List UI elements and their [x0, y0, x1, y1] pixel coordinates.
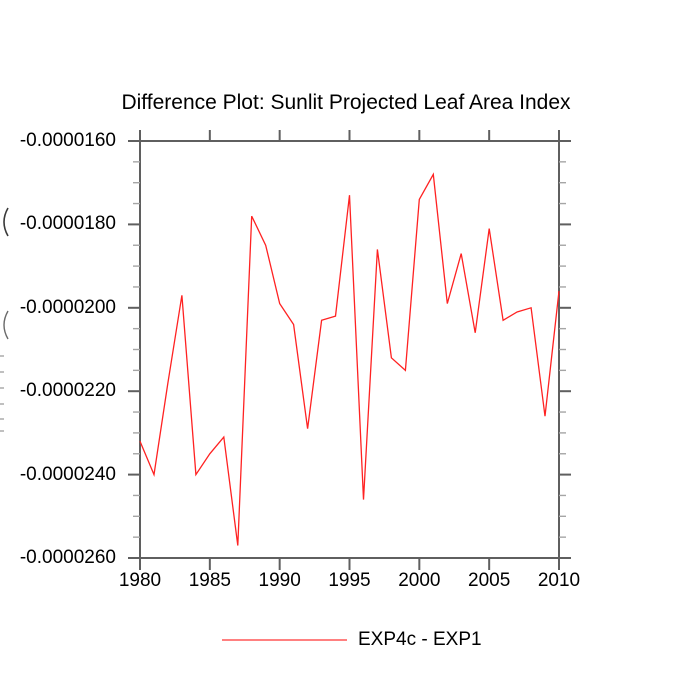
- series-line-exp4c-minus-exp1: [139, 172, 560, 546]
- legend-line-sample: [222, 639, 347, 641]
- y-tick-label: -0.0000260: [19, 547, 116, 568]
- clipped-y-axis-title-fragment: [0, 207, 9, 432]
- x-tick-label: 1990: [258, 570, 301, 591]
- clipped-glyph-fragment: [3, 310, 9, 340]
- x-tick-label: 1980: [118, 570, 162, 591]
- y-tick-label: -0.0000200: [19, 296, 116, 318]
- y-tick-label: -0.0000180: [19, 213, 116, 235]
- x-tick-label: 1995: [328, 570, 371, 591]
- x-tick-label: 2010: [537, 570, 581, 591]
- y-tick-label: -0.0000220: [19, 380, 116, 402]
- x-tick-label: 2005: [468, 570, 511, 591]
- chart-title: Difference Plot: Sunlit Projected Leaf A…: [121, 91, 571, 114]
- x-tick-label: 2000: [398, 570, 441, 591]
- clipped-glyph-fragment: [3, 207, 9, 237]
- y-tick-label: -0.0000160: [19, 130, 116, 151]
- x-tick-label: 1985: [188, 570, 231, 591]
- legend-label: EXP4c - EXP1: [358, 629, 482, 650]
- y-tick-label: -0.0000240: [19, 463, 116, 485]
